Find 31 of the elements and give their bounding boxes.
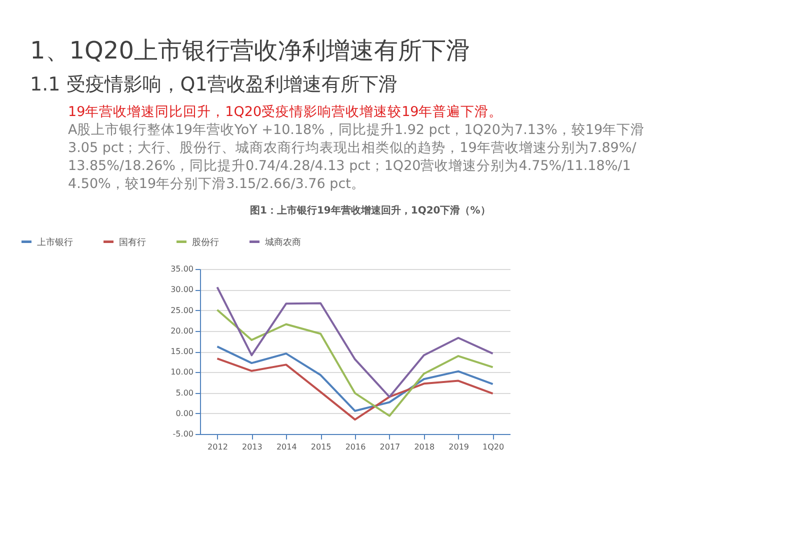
x-tick-label: 1Q20 [482, 442, 504, 452]
y-tick-label: 20.00 [170, 326, 194, 336]
y-tick-label: 15.00 [170, 347, 194, 356]
y-tick-label: 5.00 [176, 388, 194, 398]
y-tick-label: 25.00 [170, 306, 194, 315]
text: A股上市银行整体19年营收YoY +10.18%，同比提升1.92 pct，1Q20为7.13%，较19年下滑3.05 pct；大行、股份行、城商农商行均表现出相类似的趋势，19年营收增速分别为7.89%/13.85%/18.26%，同比提升0.74/4.28/4.13 pct；1Q20营收增速分别为4.75%/11.18%/14.50%，较19年分别下滑3.15/2.66/3.76 pct。 [68, 122, 645, 192]
x-tick-label: 2014 [276, 442, 297, 452]
x-tick-label: 2018 [414, 442, 435, 452]
caption: 图1：上市银行19年营收增速回升，1Q20下滑（%） [250, 204, 490, 216]
legend-label: 股份行 [192, 236, 219, 248]
chart-subtitle: 1.1 受疫情影响，Q1营收盈利增速有所下滑 [30, 74, 398, 96]
line-series [216, 358, 494, 421]
x-tick-label: 2019 [448, 442, 470, 452]
x-tick-label: 2015 [310, 442, 332, 452]
x-tick-label: 2017 [380, 442, 400, 452]
y-tick-label: 35.00 [170, 264, 194, 274]
line-series [216, 286, 494, 398]
line-series [216, 308, 494, 417]
y-tick-label: -5.00 [172, 430, 194, 438]
chart-title: 1、1Q20上市银行营收净利增速有所下滑 [30, 36, 470, 65]
line-series [216, 346, 494, 412]
x-tick-label: 2013 [242, 442, 262, 452]
legend-label: 城商农商 [264, 236, 301, 248]
legend-label: 上市银行 [37, 236, 73, 248]
y-tick-label: 30.00 [170, 285, 194, 294]
x-tick-label: 2016 [345, 442, 366, 452]
y-tick-label: 0.00 [176, 408, 194, 418]
x-tick-label: 2012 [208, 442, 228, 452]
text: 19年营收增速同比回升，1Q20受疫情影响营收增速较19年普遍下滑。 [68, 103, 503, 120]
y-tick-label: 10.00 [170, 368, 194, 377]
legend-label: 国有行 [119, 236, 146, 248]
